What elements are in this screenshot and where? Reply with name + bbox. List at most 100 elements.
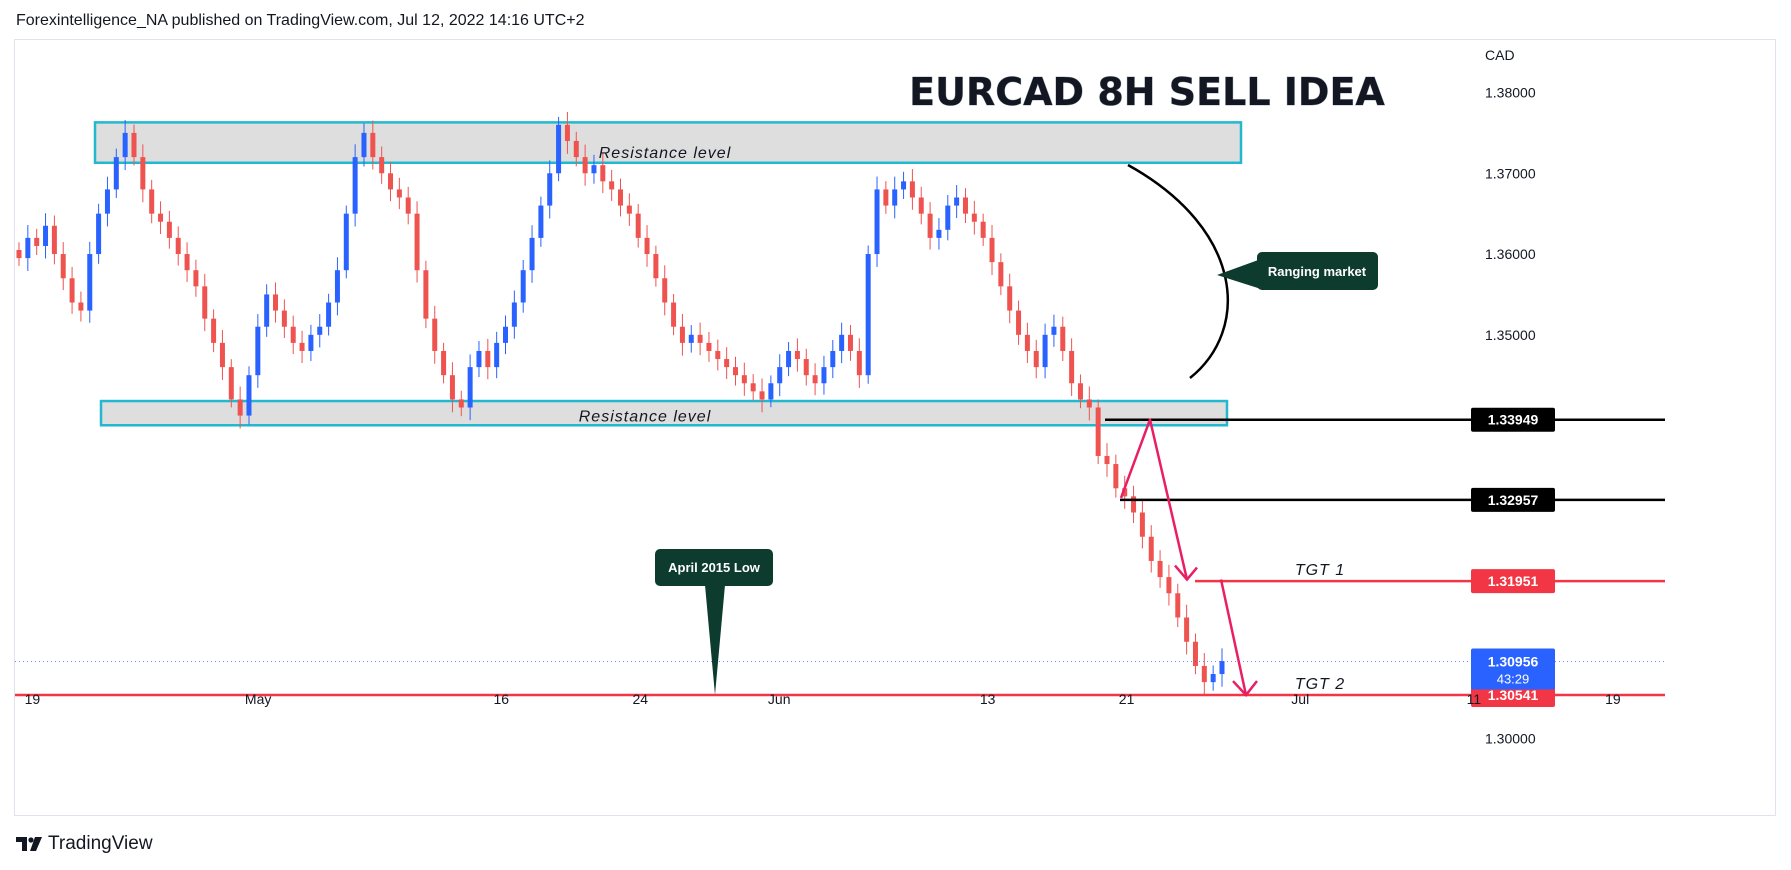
candle [485, 338, 491, 380]
candle [405, 186, 411, 225]
candle-body [591, 165, 597, 174]
candle-body [1157, 560, 1163, 578]
candle-body [538, 205, 544, 238]
candle [830, 339, 836, 379]
candle-body [1219, 661, 1225, 675]
candle-body [1104, 455, 1110, 465]
candle-body [759, 391, 765, 400]
candle [361, 123, 367, 167]
candle [1086, 386, 1092, 421]
candle [679, 313, 685, 356]
candle-body [202, 286, 208, 319]
candle [370, 120, 376, 170]
price-tag-label: 1.30541 [1488, 687, 1539, 703]
candle-body [158, 213, 164, 222]
last-price-countdown: 43:29 [1497, 671, 1530, 686]
candle [856, 338, 862, 388]
candle [290, 315, 296, 354]
candle-body [927, 213, 933, 238]
candle [529, 225, 535, 283]
upper-resistance-zone[interactable] [93, 121, 1243, 165]
candle-body [423, 270, 429, 319]
candle [299, 330, 305, 364]
candle-body [1139, 512, 1145, 537]
candle [600, 153, 606, 194]
candle [458, 390, 464, 417]
price-chart[interactable]: Resistance level Resistance level TGT 1 TG… [15, 40, 1777, 817]
candle-body [865, 254, 871, 376]
candle-body [688, 334, 694, 343]
x-tick-label: Jul [1291, 691, 1309, 707]
candle-body [1024, 334, 1030, 351]
candle-body [618, 189, 623, 206]
candle-body [219, 342, 225, 368]
candle [264, 284, 270, 337]
target-label: TGT 1 [1295, 562, 1345, 579]
arrowhead-1 [1174, 564, 1198, 582]
candle [379, 146, 385, 184]
candle [732, 356, 738, 386]
candle [441, 342, 447, 384]
candle-body [1113, 464, 1119, 489]
candle [1060, 316, 1066, 362]
candle [193, 259, 199, 297]
candle [246, 366, 252, 425]
candle-body [1007, 286, 1013, 311]
candle-body [476, 350, 482, 368]
candle-body [16, 250, 22, 259]
tradingview-logo[interactable]: TradingView [16, 833, 153, 855]
candle-body [211, 318, 217, 343]
candle [414, 201, 420, 283]
candle [918, 186, 924, 225]
candle [644, 225, 650, 267]
candle [662, 265, 668, 316]
ranging-callout-pointer [1217, 259, 1261, 289]
candle [688, 325, 694, 353]
candle-body [989, 237, 995, 263]
x-tick-label: 13 [980, 691, 996, 707]
lower-resistance-zone[interactable] [99, 399, 1229, 427]
candle-body [520, 270, 526, 303]
candle [1184, 604, 1190, 655]
candle [281, 299, 287, 338]
candle [308, 324, 314, 361]
candle-body [1131, 496, 1137, 513]
candle [113, 148, 119, 198]
candle [1210, 665, 1216, 691]
candle [78, 291, 84, 322]
candle [883, 181, 889, 214]
candle-body [635, 213, 641, 238]
candle-body [856, 350, 862, 376]
candle-body [812, 375, 818, 384]
candle-body [909, 181, 915, 198]
candle [547, 160, 553, 219]
candle [1042, 323, 1048, 379]
candle-body [706, 342, 712, 351]
upper-zone-label: Resistance level [599, 145, 732, 162]
x-tick-label: 19 [25, 691, 41, 707]
candle-body [786, 350, 792, 368]
candle-body [299, 342, 305, 351]
candle [503, 315, 509, 355]
candle-body [653, 254, 659, 279]
candle [51, 215, 57, 265]
candle-body [954, 197, 960, 206]
candle-body [255, 326, 261, 376]
candle-body [839, 334, 845, 351]
candle [494, 331, 500, 379]
candle [980, 213, 986, 246]
chart-frame[interactable]: Resistance level Resistance level TGT 1 TG… [14, 39, 1776, 816]
candle-body [379, 157, 385, 174]
candle [43, 213, 49, 259]
candle [759, 378, 765, 413]
candle [538, 196, 544, 247]
candle [467, 354, 473, 421]
candle-body [485, 350, 491, 368]
candle [1122, 475, 1128, 509]
candle-body [777, 367, 783, 384]
price-tag-box [1471, 569, 1555, 594]
candle [1166, 564, 1172, 606]
candle [998, 253, 1004, 296]
candle [388, 161, 394, 202]
candle [211, 309, 217, 353]
